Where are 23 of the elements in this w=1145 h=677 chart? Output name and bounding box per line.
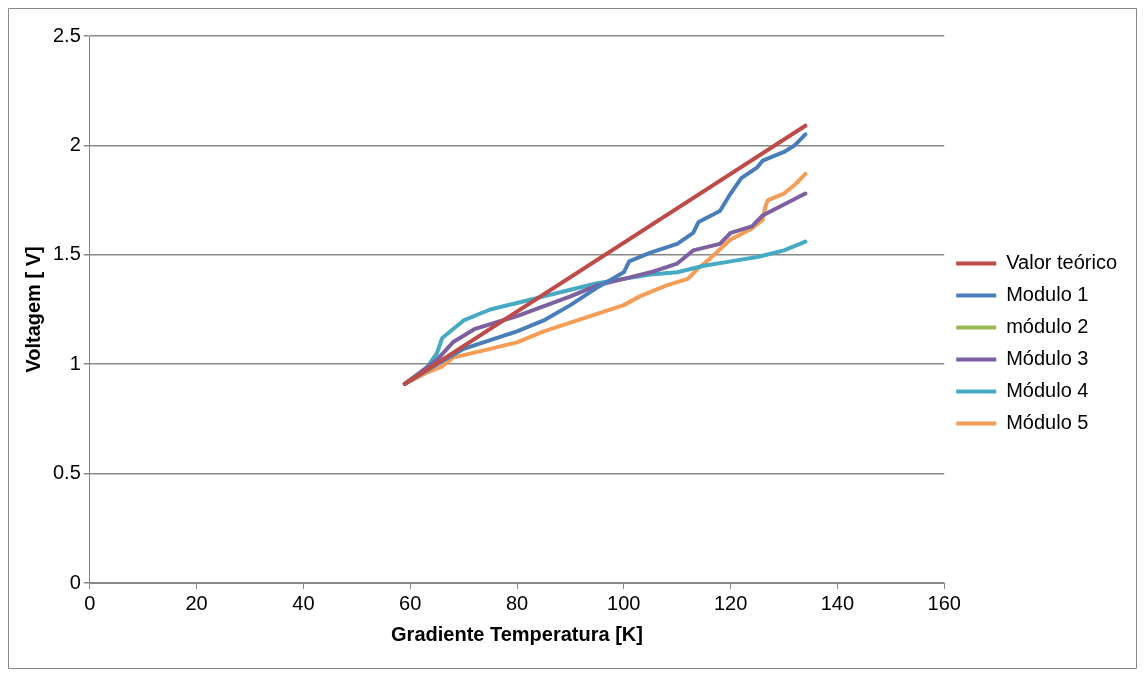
y-tick-label: 1.5 — [52, 242, 81, 265]
y-axis-title: Voltagem [ V] — [21, 246, 44, 373]
legend-label: Módulo 4 — [1006, 379, 1089, 402]
x-tick-label: 0 — [84, 591, 96, 614]
x-tick-label: 20 — [185, 591, 208, 614]
legend-label: Módulo 5 — [1006, 411, 1089, 434]
y-tick-label: 2 — [69, 132, 81, 155]
legend-label: Valor teórico — [1006, 251, 1118, 274]
y-tick-label: 2.5 — [52, 23, 81, 46]
y-tick-label: 1 — [69, 351, 81, 374]
legend-label: Módulo 3 — [1006, 347, 1089, 370]
x-tick-label: 120 — [713, 591, 748, 614]
y-tick-label: 0 — [69, 570, 81, 593]
x-tick-label: 80 — [505, 591, 529, 614]
x-axis-title: Gradiente Temperatura [K] — [391, 622, 643, 645]
legend-label: Modulo 1 — [1006, 283, 1089, 306]
y-tick-label: 0.5 — [52, 461, 81, 484]
x-tick-label: 40 — [292, 591, 315, 614]
x-tick-label: 140 — [820, 591, 855, 614]
x-tick-label: 160 — [927, 591, 961, 614]
legend-label: módulo 2 — [1006, 315, 1089, 338]
x-tick-label: 60 — [399, 591, 422, 614]
x-tick-label: 100 — [607, 591, 641, 614]
